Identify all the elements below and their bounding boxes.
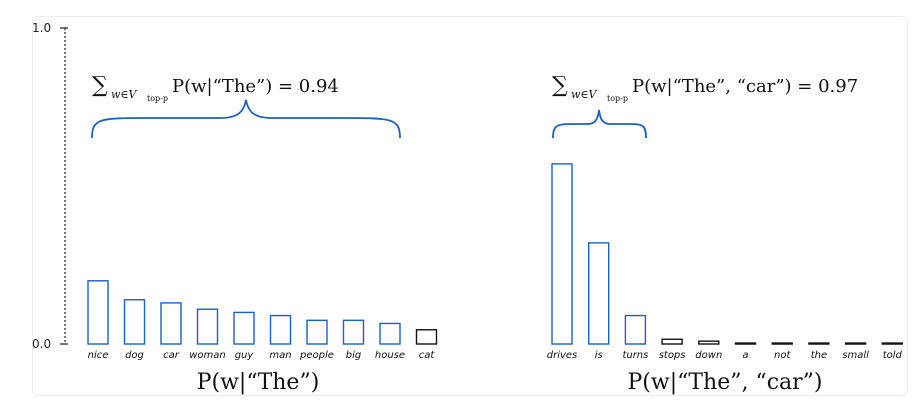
bar-people [306, 319, 328, 345]
bar-cat [415, 329, 438, 345]
category-label-cat: cat [419, 350, 436, 361]
bar-the [808, 342, 830, 345]
category-label-dog: dog [125, 350, 144, 361]
right-bars: drives is turns stops down a not the small told [547, 163, 903, 361]
bar-drives [551, 163, 573, 345]
category-label-a: a [742, 350, 748, 361]
svg-text:∑: ∑ [92, 73, 108, 98]
right-x-axis-label: P(w|“The”, “car”) [627, 370, 822, 395]
y-tick-label-bottom: 0.0 [32, 337, 51, 351]
category-label-nice: nice [88, 350, 109, 361]
svg-text:top-p: top-p [607, 94, 628, 103]
category-label-down: down [695, 350, 722, 361]
bar-turns [624, 314, 647, 345]
category-label-guy: guy [235, 350, 255, 361]
category-label-people: people [299, 350, 334, 361]
svg-text:top-p: top-p [147, 94, 168, 103]
bar-car [160, 302, 182, 345]
bar-told [881, 342, 903, 345]
category-label-house: house [375, 350, 405, 361]
category-label-not: not [774, 350, 791, 361]
bar-stops [661, 338, 683, 345]
bar-big [342, 319, 365, 345]
bar-man [269, 314, 292, 345]
bar-house [379, 322, 401, 345]
right-brace [552, 109, 647, 139]
svg-text:P(w|“The”) = 0.94: P(w|“The”) = 0.94 [172, 76, 339, 97]
svg-text:w∈V: w∈V [111, 88, 138, 101]
bar-woman [196, 308, 219, 345]
category-label-stops: stops [659, 350, 686, 361]
category-label-turns: turns [622, 350, 648, 361]
category-label-small: small [842, 350, 869, 361]
svg-text:P(w|“The”, “car”) = 0.97: P(w|“The”, “car”) = 0.97 [632, 76, 858, 97]
category-label-drives: drives [547, 350, 578, 361]
bar-guy [233, 311, 255, 345]
bar-not [771, 342, 793, 345]
bar-down [698, 340, 720, 345]
right-sum-annotation: ∑ w∈V top-p P(w|“The”, “car”) = 0.97 [552, 73, 858, 103]
svg-text:w∈V: w∈V [571, 88, 598, 101]
left-brace [91, 99, 401, 139]
chart-frame [32, 16, 908, 396]
category-label-told: told [883, 350, 903, 361]
left-bars: nice dog car woman guy man people big house cat [87, 280, 438, 361]
category-label-woman: woman [189, 350, 226, 361]
svg-text:∑: ∑ [552, 73, 568, 98]
category-label-is: is [595, 350, 603, 361]
category-label-the: the [811, 350, 827, 361]
left-x-axis-label: P(w|“The”) [197, 370, 320, 395]
bar-dog [123, 299, 146, 345]
left-sum-annotation: ∑ w∈V top-p P(w|“The”) = 0.94 [92, 73, 339, 103]
category-label-big: big [346, 350, 361, 361]
bar-small [844, 342, 867, 345]
category-label-man: man [269, 350, 291, 361]
bar-is [588, 242, 610, 345]
y-tick-label-top: 1.0 [32, 21, 51, 35]
bar-a [734, 342, 757, 345]
category-label-car: car [163, 350, 180, 361]
bar-nice [87, 280, 109, 345]
